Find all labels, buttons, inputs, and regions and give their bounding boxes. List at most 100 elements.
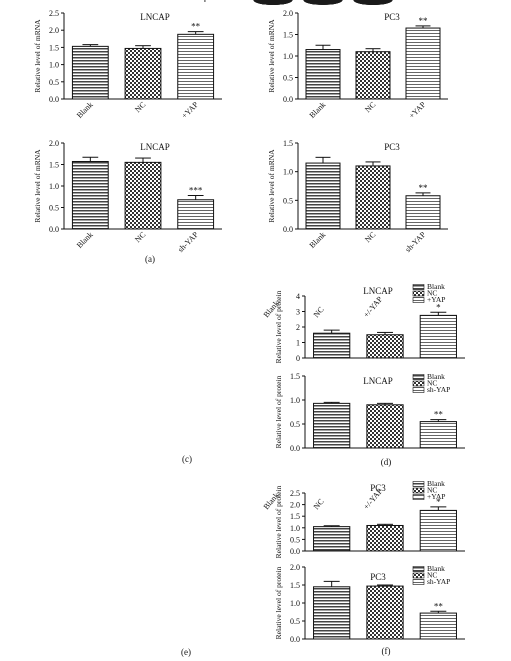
- y-tick-label: 1.0: [49, 182, 59, 191]
- y-tick-label: 0.0: [283, 95, 293, 104]
- y-tick-label: 1.5: [49, 161, 59, 170]
- x-tick-label: NC: [363, 100, 377, 114]
- y-tick-label: 1.0: [290, 396, 300, 405]
- y-tick-label: 0.5: [283, 74, 293, 83]
- chart-title: LNCAP: [363, 286, 393, 296]
- y-axis-label: Relative level of mRNA: [33, 19, 42, 93]
- y-axis-label: Relative level of mRNA: [33, 149, 42, 223]
- legend-label: NC: [427, 289, 437, 298]
- bar-NC: [366, 404, 404, 449]
- chart-title: LNCAP: [140, 12, 170, 22]
- legend-label: sh-YAP: [427, 577, 450, 586]
- chart-title: LNCAP: [363, 376, 393, 386]
- blot-row-label: YAP: [204, 0, 220, 2]
- y-tick-label: 1.0: [49, 61, 59, 70]
- legend-label: sh-YAP: [427, 385, 450, 394]
- lane-label: NC: [312, 305, 326, 319]
- y-tick-label: 1.5: [290, 581, 300, 590]
- legend-swatch: [412, 374, 425, 380]
- blot-row-label: β -actin: [204, 0, 231, 2]
- y-tick-label: 1.0: [290, 599, 300, 608]
- y-tick-label: 0.0: [290, 444, 300, 453]
- x-tick-label: sh-YAP: [403, 230, 427, 254]
- bar-+YAP: [177, 33, 215, 100]
- x-tick-label: NC: [133, 230, 147, 244]
- y-tick-label: 1.0: [283, 168, 293, 177]
- chart-title: PC3: [370, 483, 386, 493]
- bar-Blank: [305, 49, 341, 100]
- chart-f1: 0.0 0.5 1.0 1.5 2.0 2.5 Relative level of prot…: [274, 479, 465, 558]
- panel-label-c: (c): [182, 454, 192, 464]
- y-tick-label: 1.5: [283, 139, 293, 148]
- bar-sh-YAP: [177, 199, 215, 230]
- y-tick-label: 1.5: [49, 43, 59, 52]
- bar-Blank: [71, 45, 109, 100]
- legend-swatch: [412, 487, 425, 494]
- bar-NC: [366, 334, 404, 359]
- y-tick-label: 4: [296, 292, 300, 301]
- legend-swatch: [412, 297, 425, 303]
- bar-NC: [355, 51, 391, 100]
- legend-label: Blank: [427, 372, 445, 381]
- y-tick-label: 2.5: [290, 489, 300, 498]
- legend-label: NC: [427, 486, 437, 495]
- chart-a1: 0.0 0.5 1.0 1.5 2.0 2.5 Relative level of mRNA…: [33, 9, 222, 120]
- y-tick-label: 1: [296, 339, 300, 348]
- y-tick-label: 1.0: [290, 524, 300, 533]
- y-tick-label: 0.5: [290, 617, 300, 626]
- y-tick-label: 0.0: [49, 225, 59, 234]
- chart-title: PC3: [384, 12, 400, 22]
- y-tick-label: 2: [296, 323, 300, 332]
- bar-sh-YAP: [419, 612, 457, 640]
- x-tick-label: Blank: [75, 100, 95, 120]
- legend-swatch: [412, 494, 425, 500]
- x-tick-label: +YAP: [180, 100, 201, 121]
- y-tick-label: 0.5: [290, 420, 300, 429]
- y-tick-label: 2.0: [290, 501, 300, 510]
- x-tick-label: Blank: [308, 100, 328, 120]
- significance-marker: **: [191, 22, 201, 32]
- legend-label: Blank: [427, 282, 445, 291]
- x-tick-label: NC: [133, 100, 147, 114]
- x-tick-label: NC: [363, 230, 377, 244]
- significance-marker: **: [434, 410, 444, 420]
- y-axis-label: Relative level of protein: [274, 375, 283, 448]
- significance-marker: *: [436, 302, 441, 312]
- y-tick-label: 2.0: [49, 139, 59, 148]
- significance-marker: *: [436, 497, 441, 507]
- bar-+YAP: [405, 27, 441, 100]
- bar-Blank: [313, 402, 351, 449]
- blot-band: [353, 0, 393, 5]
- panel-label-e: (e): [181, 647, 191, 657]
- bar-sh-YAP: [405, 195, 441, 230]
- y-tick-label: 0.5: [283, 196, 293, 205]
- significance-marker: **: [419, 183, 429, 193]
- x-tick-label: sh-YAP: [176, 230, 200, 254]
- significance-marker: **: [419, 16, 429, 26]
- legend-swatch: [412, 380, 425, 387]
- blot-row-label: YAP: [204, 0, 220, 2]
- blot-row-label: β -actin: [204, 0, 231, 2]
- y-tick-label: 0.0: [49, 95, 59, 104]
- significance-marker: **: [434, 601, 444, 611]
- y-axis-label: Relative level of protein: [274, 485, 283, 558]
- legend-label: NC: [427, 379, 437, 388]
- y-tick-label: 2.5: [49, 9, 59, 18]
- chart-a2: 0.0 0.5 1.0 1.5 2.0 Relative level of mRNA PC3…: [267, 9, 448, 120]
- y-tick-label: 2.0: [290, 563, 300, 572]
- chart-f2: 0.0 0.5 1.0 1.5 2.0 Relative level of protein…: [274, 563, 465, 644]
- y-tick-label: 0.0: [283, 225, 293, 234]
- significance-marker: ***: [189, 185, 203, 195]
- y-axis-label: Relative level of mRNA: [267, 149, 276, 223]
- x-tick-label: +YAP: [407, 100, 428, 121]
- bar-sh-YAP: [419, 421, 457, 449]
- chart-a4: 0.0 0.5 1.0 1.5 Relative level of mRNA PC3 Bla…: [267, 139, 448, 254]
- bar-NC: [124, 47, 162, 100]
